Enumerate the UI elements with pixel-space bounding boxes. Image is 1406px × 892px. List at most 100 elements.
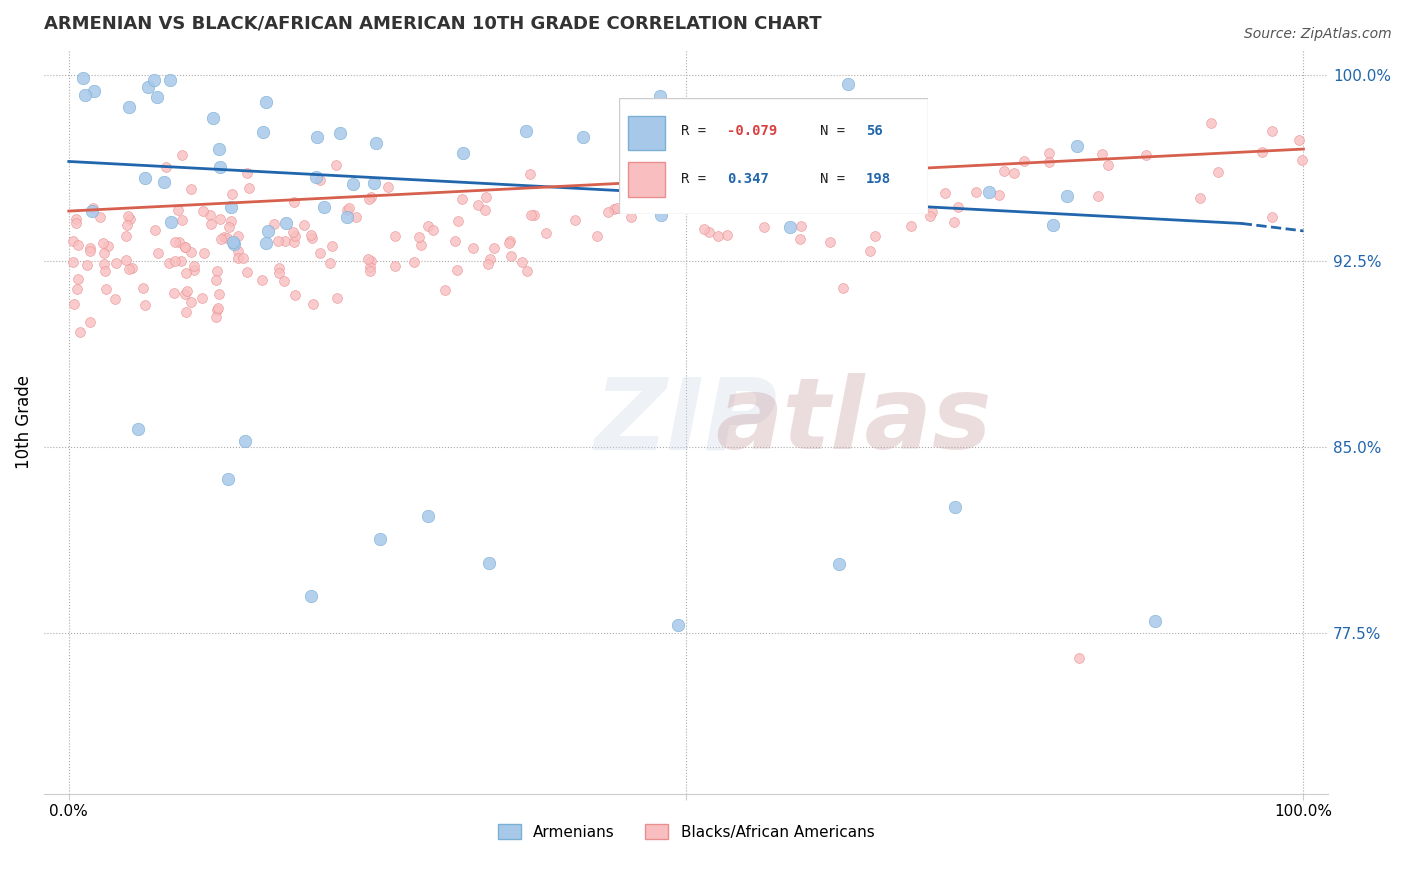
Point [221,187,243,202]
Point [848,103,870,118]
Point [446,262,468,277]
Text: R =: R = [681,125,714,138]
Point [818,235,841,250]
Point [79,241,101,255]
Point [716,227,738,242]
Point [238,180,260,194]
Point [93,257,115,271]
Point [818,158,841,172]
Point [205,273,228,287]
Point [281,225,304,239]
Point [498,236,520,251]
Point [827,557,849,571]
Point [1002,165,1025,179]
Point [190,291,212,305]
Point [335,203,357,218]
Point [79,244,101,258]
Point [117,99,139,113]
Point [336,210,359,224]
Point [96,282,118,296]
Point [292,218,315,232]
Point [832,179,855,194]
Point [360,254,382,268]
Point [499,234,522,248]
FancyBboxPatch shape [628,162,665,197]
Point [650,208,672,222]
Point [359,264,381,278]
Point [67,271,90,285]
Point [214,230,236,244]
Point [115,252,138,267]
Point [176,284,198,298]
Point [155,160,177,174]
Point [283,195,305,210]
Point [284,229,307,244]
Point [145,89,167,103]
Text: N =: N = [820,172,853,186]
Point [309,172,332,186]
Point [267,235,290,249]
Point [1097,158,1119,172]
Point [865,228,887,243]
Point [1066,138,1088,153]
Point [815,179,838,194]
Point [467,198,489,212]
Point [409,237,432,252]
Point [274,234,297,248]
Point [174,266,197,280]
Point [167,203,190,218]
Point [72,71,94,86]
Point [359,260,381,274]
Point [342,177,364,191]
Text: 198: 198 [866,172,891,186]
Point [384,229,406,244]
Point [228,228,250,243]
Point [207,264,229,278]
Point [302,297,325,311]
Point [79,315,101,329]
Point [900,219,922,233]
Point [1206,165,1229,179]
Point [217,472,239,486]
Point [891,185,914,199]
Point [598,204,620,219]
Point [131,281,153,295]
Point [228,244,250,259]
Point [309,245,332,260]
Point [301,231,323,245]
Point [695,138,717,153]
Point [863,145,886,159]
Text: atlas: atlas [714,374,991,470]
Point [519,209,541,223]
Point [451,193,474,207]
Point [82,201,104,215]
Point [159,73,181,87]
Point [648,89,671,103]
Point [205,310,228,324]
Point [65,211,87,226]
Point [93,245,115,260]
Point [943,215,966,229]
Point [208,142,231,156]
Point [943,500,966,514]
Point [463,241,485,255]
Point [76,259,98,273]
Point [215,231,238,245]
Point [69,325,91,339]
Point [360,190,382,204]
Point [321,238,343,252]
Point [1014,154,1036,169]
Point [368,533,391,547]
Point [136,80,159,95]
Point [695,191,717,205]
Point [169,253,191,268]
Point [325,157,347,171]
Point [233,434,256,449]
Point [851,165,873,179]
Text: 0.347: 0.347 [727,172,769,186]
Point [218,220,240,235]
Text: Source: ZipAtlas.com: Source: ZipAtlas.com [1244,27,1392,41]
Point [1188,191,1211,205]
Point [384,259,406,273]
Point [263,217,285,231]
